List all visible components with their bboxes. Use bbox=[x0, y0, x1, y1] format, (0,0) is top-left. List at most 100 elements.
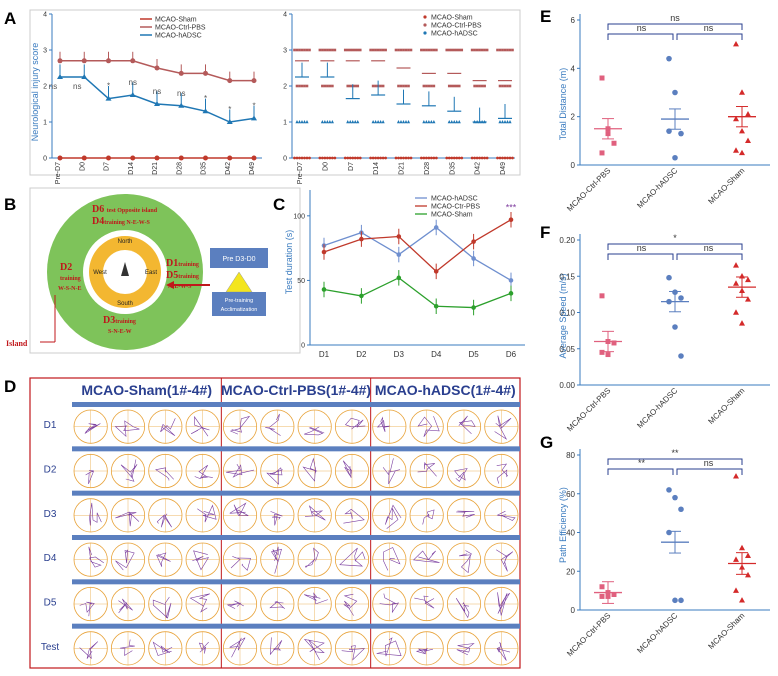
ar-xtick-label: D0 bbox=[322, 162, 329, 171]
ar-point bbox=[402, 84, 405, 88]
data-point bbox=[599, 150, 605, 156]
d-trajectory bbox=[344, 417, 366, 430]
ar-point bbox=[503, 48, 507, 52]
d-trajectory bbox=[189, 593, 210, 613]
ar-point bbox=[374, 84, 377, 88]
ar-point bbox=[348, 156, 352, 160]
data-point bbox=[672, 494, 678, 501]
ar-point bbox=[422, 120, 426, 124]
ar-point bbox=[445, 156, 449, 160]
ar-point bbox=[503, 156, 507, 160]
d-row-label: D1 bbox=[44, 420, 57, 431]
ar-point bbox=[320, 120, 324, 124]
c-point bbox=[396, 252, 402, 257]
ar-point bbox=[379, 156, 383, 160]
d-trajectory bbox=[198, 641, 209, 654]
d-trajectory bbox=[494, 415, 512, 440]
data-point bbox=[599, 584, 605, 590]
d1-label: D1training bbox=[166, 258, 199, 269]
ar-point bbox=[300, 84, 304, 88]
ar-point bbox=[295, 84, 299, 88]
data-point bbox=[678, 353, 684, 359]
d-trajectory bbox=[417, 416, 440, 437]
ar-point bbox=[429, 120, 433, 124]
ar-point bbox=[475, 120, 479, 124]
ar-point bbox=[511, 156, 514, 160]
d-trajectory bbox=[303, 639, 325, 661]
ar-point bbox=[326, 84, 329, 88]
a-point bbox=[203, 70, 208, 76]
d-trajectory bbox=[229, 502, 249, 516]
ar-point bbox=[323, 84, 327, 88]
sig-bracket bbox=[607, 468, 674, 475]
data-point bbox=[605, 590, 611, 596]
d-trajectory bbox=[497, 592, 510, 616]
ar-point bbox=[328, 120, 332, 124]
xtick-label: MCAO-Ctrl-PBS bbox=[565, 166, 612, 213]
ar-point bbox=[470, 156, 474, 160]
ar-point bbox=[331, 48, 334, 52]
d-trajectory bbox=[456, 643, 475, 656]
maze-diagram: North South West East D6 test Opposite i… bbox=[6, 194, 268, 350]
ar-point bbox=[483, 120, 487, 124]
ar-point bbox=[325, 120, 329, 124]
south-label: South bbox=[117, 301, 133, 307]
ar-point bbox=[455, 120, 459, 124]
ar-point bbox=[402, 156, 405, 160]
ar-point bbox=[381, 84, 385, 88]
ar-point bbox=[371, 48, 375, 52]
data-point bbox=[745, 111, 751, 117]
sig-label: ** bbox=[671, 448, 679, 458]
ar-ytick-label: 2 bbox=[283, 84, 287, 91]
d-row-label: D4 bbox=[44, 553, 57, 564]
d-trajectory bbox=[422, 509, 435, 525]
ar-point bbox=[473, 120, 477, 124]
ar-point bbox=[404, 156, 408, 160]
f-plot: 0.00 0.05 0.10 0.15 0.20 MCAO-Ctrl-PBS MCAO-hA… bbox=[559, 233, 770, 433]
d-row-band bbox=[72, 535, 520, 540]
pre-label: Pre D3-D0 bbox=[222, 256, 255, 263]
c-point bbox=[471, 256, 476, 261]
a-point bbox=[130, 155, 136, 161]
a-point bbox=[178, 155, 184, 161]
a-sig-annotation: * bbox=[107, 82, 110, 91]
c-point bbox=[508, 278, 514, 283]
ar-point bbox=[503, 84, 507, 88]
xtick-label: MCAO-Sham bbox=[706, 611, 746, 651]
ytick-label: 0.05 bbox=[559, 345, 575, 354]
d-trajectory bbox=[229, 415, 251, 435]
ar-point bbox=[455, 84, 459, 88]
ytick-label: 0.20 bbox=[559, 236, 575, 245]
ar-point bbox=[298, 48, 301, 52]
ar-point bbox=[429, 156, 433, 160]
a-point bbox=[226, 119, 233, 124]
data-point bbox=[672, 154, 678, 161]
ar-point bbox=[404, 120, 408, 124]
a-point bbox=[154, 155, 160, 161]
ar-point bbox=[430, 48, 433, 52]
data-point bbox=[678, 506, 684, 513]
a-xtick-label: D28 bbox=[176, 162, 183, 175]
ar-point bbox=[346, 84, 350, 88]
c-point bbox=[471, 305, 476, 310]
ar-xtick-label: Pre-D7 bbox=[297, 162, 304, 184]
data-point bbox=[733, 556, 739, 562]
pretraining-triangle bbox=[225, 271, 253, 293]
data-point bbox=[745, 552, 751, 558]
c-point bbox=[396, 275, 402, 281]
ar-point bbox=[321, 48, 324, 52]
panel-a-label: A bbox=[4, 9, 16, 28]
d-trajectory bbox=[343, 593, 358, 616]
ar-point bbox=[434, 156, 438, 160]
data-point bbox=[733, 40, 739, 47]
a-ytick-label: 0 bbox=[43, 156, 47, 163]
ar-point bbox=[353, 84, 357, 88]
ar-point bbox=[480, 84, 484, 88]
d-trajectory bbox=[230, 556, 251, 571]
ar-point bbox=[320, 156, 324, 160]
c-point bbox=[508, 217, 514, 223]
ar-point bbox=[447, 156, 451, 160]
ar-point bbox=[399, 156, 403, 160]
ar-point bbox=[432, 120, 436, 124]
ar-point bbox=[325, 156, 329, 160]
